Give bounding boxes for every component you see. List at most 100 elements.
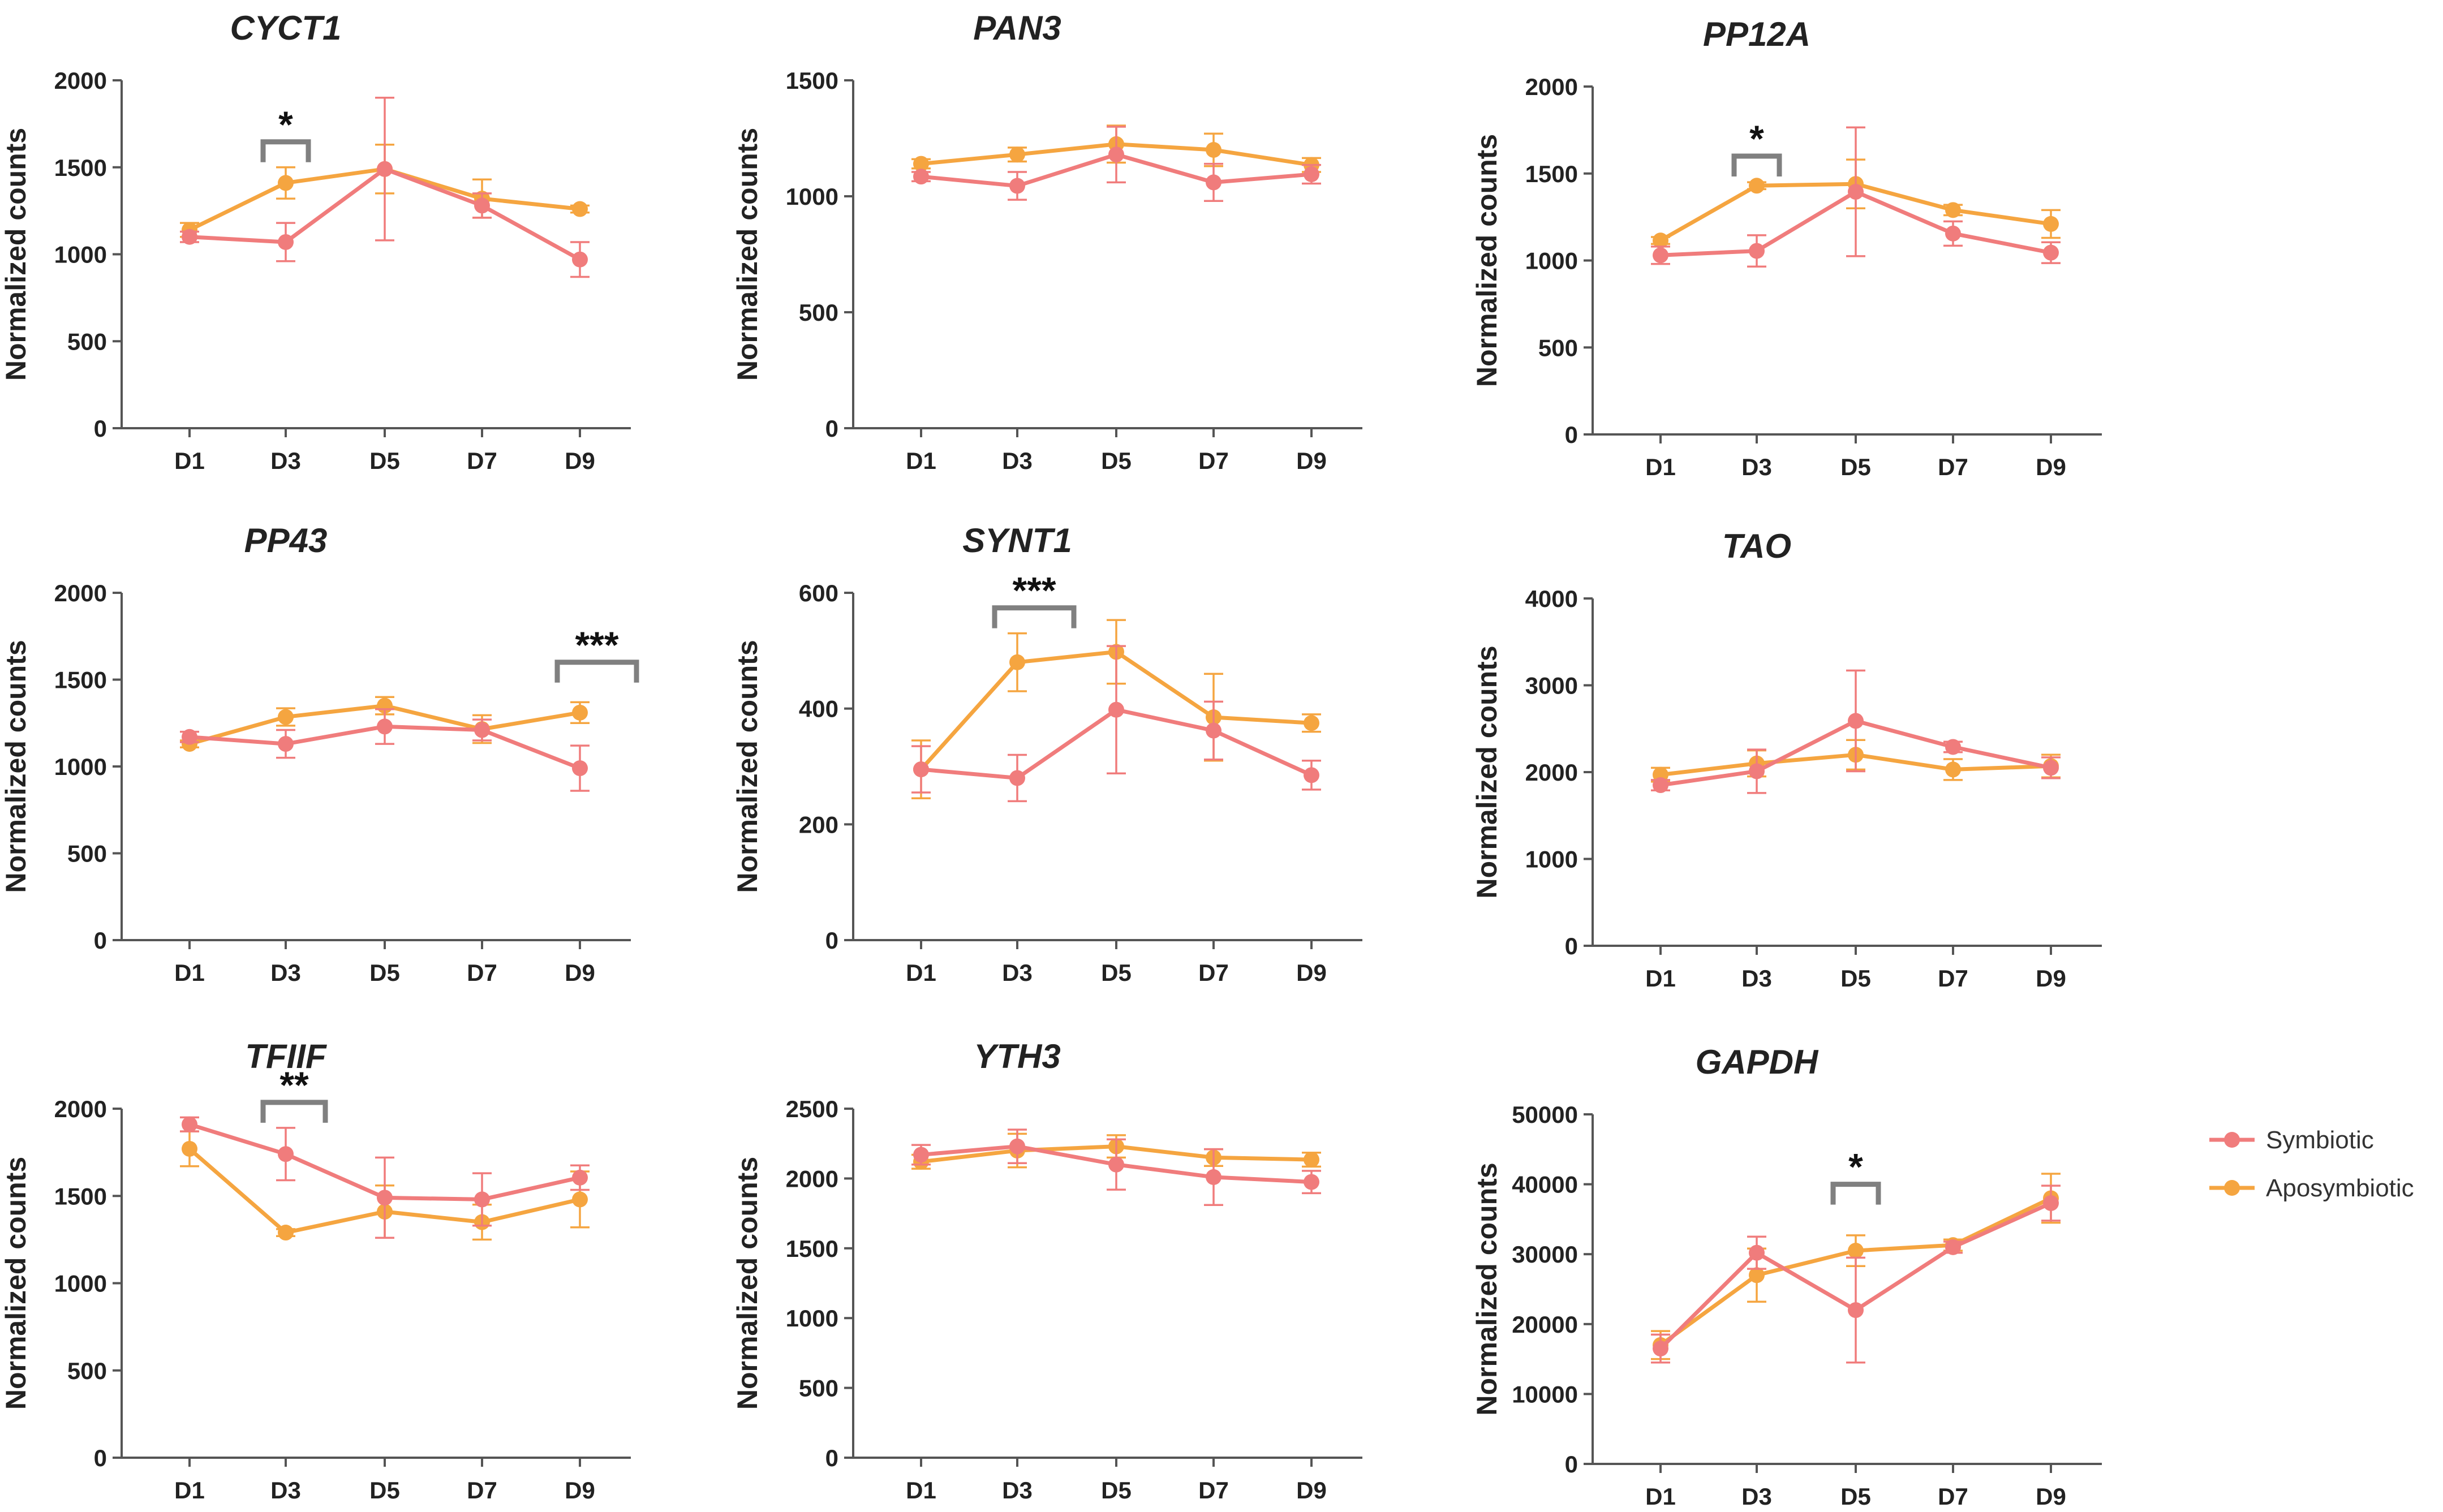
x-tick-label: D9 <box>1296 1477 1327 1504</box>
significance-annotation: * <box>260 104 311 162</box>
y-tick-label: 4000 <box>1525 585 1578 612</box>
data-point <box>2043 216 2059 232</box>
y-tick-label: 1500 <box>54 667 107 693</box>
y-tick-label: 10000 <box>1512 1381 1578 1407</box>
x-tick-label: D5 <box>369 959 400 986</box>
x-tick-label: D7 <box>467 1477 497 1504</box>
data-point <box>913 156 929 172</box>
significance-annotation: *** <box>554 624 639 683</box>
x-tick-label: D3 <box>1741 965 1772 992</box>
y-tick-label: 30000 <box>1512 1241 1578 1268</box>
data-point <box>377 718 393 735</box>
y-axis-label: Normalized counts <box>0 640 32 893</box>
significance-annotation: ** <box>260 1064 328 1123</box>
series-symbiotic <box>180 708 590 792</box>
data-point <box>1206 142 1222 158</box>
data-point <box>1206 722 1222 739</box>
significance-label: *** <box>1012 570 1056 611</box>
chart-panel-tao: TAO Normalized counts 0 1000 2000 3000 4000 D1 D… <box>1471 527 2102 992</box>
x-tick-label: D1 <box>1645 965 1676 992</box>
chart-title: PAN3 <box>973 9 1061 47</box>
x-tick-label: D7 <box>467 447 497 474</box>
chart-title: SYNT1 <box>962 522 1072 559</box>
chart-panel-pp43: PP43 Normalized counts 0 500 1000 1500 2000 D1 D… <box>0 522 639 986</box>
data-point <box>2043 244 2059 261</box>
data-point <box>1304 767 1319 783</box>
data-point <box>1009 178 1025 194</box>
x-tick-label: D7 <box>1938 1483 1968 1510</box>
data-point <box>572 1191 588 1208</box>
data-point <box>1108 147 1124 163</box>
data-point <box>278 175 294 191</box>
y-tick-label: 0 <box>825 1445 838 1471</box>
y-tick-label: 500 <box>67 1358 107 1384</box>
series-symbiotic <box>180 97 590 278</box>
x-tick-label: D3 <box>270 1477 301 1504</box>
significance-annotation: * <box>1731 118 1782 176</box>
data-point <box>278 234 294 250</box>
y-tick-label: 2000 <box>1525 759 1578 786</box>
significance-bracket <box>992 605 1077 628</box>
y-tick-label: 40000 <box>1512 1171 1578 1198</box>
y-tick-label: 2500 <box>786 1096 838 1122</box>
x-tick-label: D7 <box>1938 454 1968 480</box>
y-tick-label: 500 <box>1538 334 1578 361</box>
data-point <box>1206 174 1222 191</box>
chart-panel-tfiif: TFIIF Normalized counts 0 500 1000 1500 2000 D1… <box>0 1037 631 1504</box>
data-point <box>1304 166 1319 183</box>
data-point <box>1749 1244 1765 1261</box>
data-point <box>1009 770 1025 786</box>
series-symbiotic <box>1651 669 2061 794</box>
x-tick-label: D7 <box>1198 959 1229 986</box>
significance-label: ** <box>279 1064 309 1106</box>
chart-title: PP12A <box>1703 15 1810 53</box>
data-point <box>1945 225 1961 242</box>
data-point <box>2043 1195 2059 1211</box>
significance-label: * <box>1848 1146 1863 1188</box>
y-tick-label: 0 <box>94 415 107 442</box>
x-tick-label: D9 <box>2036 454 2066 480</box>
data-point <box>182 1140 197 1157</box>
x-tick-label: D5 <box>369 447 400 474</box>
x-tick-label: D5 <box>1101 959 1132 986</box>
significance-annotation: *** <box>992 570 1077 628</box>
chart-title: PP43 <box>244 522 328 559</box>
x-tick-label: D3 <box>270 447 301 474</box>
chart-title: CYCT1 <box>230 9 342 47</box>
y-axis-label: Normalized counts <box>732 128 763 381</box>
x-tick-label: D9 <box>1296 959 1327 986</box>
y-tick-label: 2000 <box>54 1096 107 1122</box>
x-tick-label: D3 <box>270 959 301 986</box>
series-symbiotic <box>1651 1184 2061 1364</box>
data-point <box>2043 760 2059 776</box>
data-point <box>1945 202 1961 218</box>
data-point <box>182 729 197 745</box>
y-tick-label: 500 <box>799 299 838 326</box>
data-point <box>1653 247 1668 264</box>
data-point <box>1749 243 1765 259</box>
data-point <box>1749 1267 1765 1283</box>
significance-annotation: * <box>1830 1146 1881 1205</box>
y-tick-label: 1000 <box>54 1270 107 1297</box>
significance-bracket <box>554 660 639 683</box>
y-tick-label: 400 <box>799 696 838 722</box>
series-symbiotic <box>180 1116 590 1239</box>
data-point <box>572 704 588 721</box>
data-point <box>377 1190 393 1206</box>
data-point <box>572 251 588 268</box>
x-tick-label: D9 <box>565 1477 595 1504</box>
significance-bracket <box>1731 153 1782 176</box>
x-tick-label: D7 <box>467 959 497 986</box>
data-point <box>1848 1302 1864 1319</box>
charts-grid: CYCT1 Normalized counts 0 500 1000 1500 2000 D1… <box>0 9 2102 1510</box>
y-tick-label: 2000 <box>54 580 107 606</box>
y-axis-label: Normalized counts <box>0 1157 32 1410</box>
x-tick-label: D1 <box>906 959 936 986</box>
chart-title: TAO <box>1722 527 1791 565</box>
x-tick-label: D9 <box>565 959 595 986</box>
y-tick-label: 600 <box>799 580 838 606</box>
significance-bracket <box>1830 1182 1881 1205</box>
legend-label: Symbiotic <box>2266 1126 2374 1154</box>
y-tick-label: 1500 <box>54 154 107 181</box>
y-tick-label: 2000 <box>786 1165 838 1192</box>
